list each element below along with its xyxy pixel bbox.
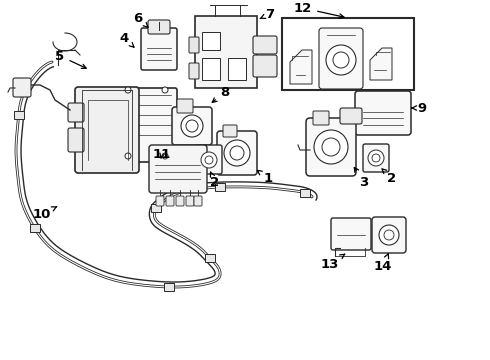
FancyBboxPatch shape [176, 196, 184, 206]
Circle shape [326, 45, 356, 75]
Circle shape [230, 146, 244, 160]
Bar [282, 18, 414, 90]
Circle shape [379, 225, 399, 245]
FancyBboxPatch shape [319, 28, 363, 89]
Bar [14, 111, 24, 119]
FancyBboxPatch shape [149, 145, 207, 193]
FancyBboxPatch shape [194, 196, 202, 206]
Bar [151, 204, 161, 212]
Circle shape [384, 230, 394, 240]
Bar [228, 58, 246, 80]
FancyBboxPatch shape [253, 36, 277, 54]
Text: 12: 12 [294, 1, 344, 18]
Circle shape [368, 150, 384, 166]
Bar [202, 32, 220, 50]
FancyBboxPatch shape [372, 217, 406, 253]
FancyBboxPatch shape [253, 55, 277, 77]
Text: 9: 9 [412, 102, 427, 114]
FancyBboxPatch shape [186, 196, 194, 206]
FancyBboxPatch shape [68, 103, 84, 122]
Bar [195, 16, 257, 88]
FancyBboxPatch shape [363, 144, 389, 172]
Bar [202, 58, 220, 80]
Circle shape [162, 87, 168, 93]
FancyBboxPatch shape [340, 108, 362, 124]
Circle shape [372, 154, 380, 162]
Text: 6: 6 [133, 12, 148, 27]
Circle shape [314, 130, 348, 164]
FancyBboxPatch shape [148, 20, 170, 34]
Circle shape [322, 138, 340, 156]
Text: 2: 2 [210, 172, 220, 189]
Bar [30, 224, 40, 232]
Text: 3: 3 [354, 167, 368, 189]
FancyBboxPatch shape [156, 196, 164, 206]
Text: 10: 10 [33, 207, 57, 220]
FancyBboxPatch shape [189, 63, 199, 79]
Circle shape [125, 87, 131, 93]
FancyBboxPatch shape [306, 118, 356, 176]
Text: 8: 8 [212, 85, 230, 102]
Text: 13: 13 [321, 254, 344, 270]
Text: 7: 7 [260, 8, 274, 21]
Text: 4: 4 [120, 31, 134, 47]
FancyBboxPatch shape [68, 128, 84, 152]
Circle shape [186, 120, 198, 132]
Bar [205, 253, 215, 262]
FancyBboxPatch shape [331, 218, 371, 250]
Text: 14: 14 [374, 254, 392, 273]
Bar [164, 283, 174, 291]
Circle shape [205, 156, 213, 164]
Bar [215, 183, 225, 191]
FancyBboxPatch shape [177, 99, 193, 113]
Text: 1: 1 [257, 170, 272, 184]
FancyBboxPatch shape [355, 91, 411, 135]
FancyBboxPatch shape [196, 145, 222, 174]
Circle shape [201, 152, 217, 168]
FancyBboxPatch shape [172, 107, 212, 145]
FancyBboxPatch shape [223, 125, 237, 137]
Text: 11: 11 [153, 148, 171, 161]
FancyBboxPatch shape [141, 28, 177, 70]
Circle shape [333, 52, 349, 68]
Polygon shape [290, 50, 312, 84]
FancyBboxPatch shape [13, 78, 31, 97]
Circle shape [224, 140, 250, 166]
Circle shape [125, 153, 131, 159]
Polygon shape [370, 48, 392, 80]
Circle shape [162, 153, 168, 159]
Text: 2: 2 [382, 169, 396, 184]
Bar [300, 189, 310, 197]
FancyBboxPatch shape [166, 196, 174, 206]
Circle shape [181, 115, 203, 137]
FancyBboxPatch shape [189, 37, 199, 53]
FancyBboxPatch shape [313, 111, 329, 125]
FancyBboxPatch shape [75, 87, 139, 173]
FancyBboxPatch shape [217, 131, 257, 175]
FancyBboxPatch shape [118, 88, 177, 162]
Text: 5: 5 [55, 49, 86, 68]
